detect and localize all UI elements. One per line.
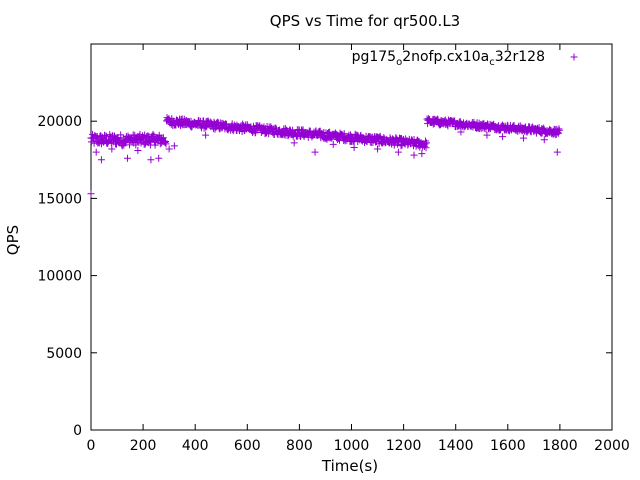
y-tick-label: 0 (73, 423, 82, 439)
data-point (350, 143, 358, 151)
data-point (276, 126, 284, 134)
data-point (418, 150, 426, 158)
data-point (290, 139, 298, 147)
data-point (421, 140, 429, 148)
legend-label-part: c (489, 57, 495, 68)
data-point (425, 115, 433, 123)
data-point (147, 156, 155, 164)
data-point (311, 148, 319, 156)
data-point (165, 145, 173, 153)
x-tick-label: 600 (234, 438, 261, 454)
legend-label: pg175o2nofp.cx10ac32r128 (352, 49, 545, 68)
data-point (133, 137, 141, 145)
data-point (374, 145, 382, 153)
y-axis-title: QPS (4, 225, 22, 255)
data-point (214, 118, 222, 126)
x-tick-label: 1400 (438, 438, 474, 454)
data-point (155, 154, 163, 162)
x-tick-label: 1600 (490, 438, 526, 454)
data-point (422, 144, 430, 152)
data-point (170, 142, 178, 150)
data-point (129, 131, 137, 139)
data-point (555, 126, 563, 134)
x-tick-label: 800 (286, 438, 313, 454)
data-point (159, 134, 167, 142)
data-point (137, 139, 145, 147)
x-tick-label: 1800 (542, 438, 578, 454)
data-point (457, 128, 465, 136)
data-point (149, 130, 157, 138)
data-point (118, 142, 126, 150)
data-point (92, 148, 100, 156)
data-point (162, 140, 170, 148)
data-point (554, 129, 562, 137)
legend-label-part: 2nofp.cx10a (402, 49, 489, 65)
data-point (146, 136, 154, 144)
data-point (134, 147, 142, 155)
data-point (483, 131, 491, 139)
data-point (340, 130, 348, 138)
data-point (251, 129, 259, 137)
y-tick-label: 10000 (37, 269, 82, 285)
data-point (97, 156, 105, 164)
chart-title: QPS vs Time for qr500.L3 (270, 12, 460, 30)
x-tick-label: 2000 (594, 438, 630, 454)
data-points (87, 114, 563, 198)
legend-marker (570, 53, 578, 61)
x-tick-label: 200 (130, 438, 157, 454)
x-axis-title: Time(s) (321, 457, 378, 475)
legend: pg175o2nofp.cx10ac32r128 (352, 49, 578, 68)
data-point (339, 131, 347, 139)
data-point (202, 123, 210, 131)
data-point (108, 145, 116, 153)
axis-ticks: 0 200 400 600 800 1000 1200 1400 1600 1800 2000050… (37, 44, 630, 454)
data-point (233, 126, 241, 134)
data-point (499, 133, 507, 141)
legend-label-part: o (396, 57, 402, 68)
x-tick-label: 400 (182, 438, 209, 454)
x-tick-label: 0 (87, 438, 96, 454)
data-point (397, 142, 405, 150)
data-point (123, 154, 131, 162)
x-tick-label: 1200 (386, 438, 422, 454)
data-point (555, 125, 563, 133)
data-point (202, 131, 210, 139)
data-point (87, 190, 95, 198)
data-point (103, 139, 111, 147)
y-tick-label: 5000 (46, 346, 82, 362)
y-tick-label: 20000 (37, 114, 82, 130)
data-point (101, 132, 109, 140)
data-point (434, 116, 442, 124)
data-point (553, 148, 561, 156)
data-point (394, 148, 402, 156)
x-tick-label: 1000 (334, 438, 370, 454)
data-point (139, 135, 147, 143)
y-tick-label: 15000 (37, 191, 82, 207)
data-point (161, 138, 169, 146)
data-point (414, 136, 422, 144)
plot-frame (90, 43, 613, 431)
data-point (132, 141, 140, 149)
legend-label-part: 32r128 (495, 49, 545, 65)
data-point (423, 139, 431, 147)
data-point (329, 140, 337, 148)
data-point (433, 115, 441, 123)
legend-marker-symbol (570, 53, 578, 61)
data-point (519, 134, 527, 142)
legend-label-part: pg175 (352, 49, 397, 65)
data-point (410, 151, 418, 159)
data-point (540, 136, 548, 144)
data-point (298, 127, 306, 135)
